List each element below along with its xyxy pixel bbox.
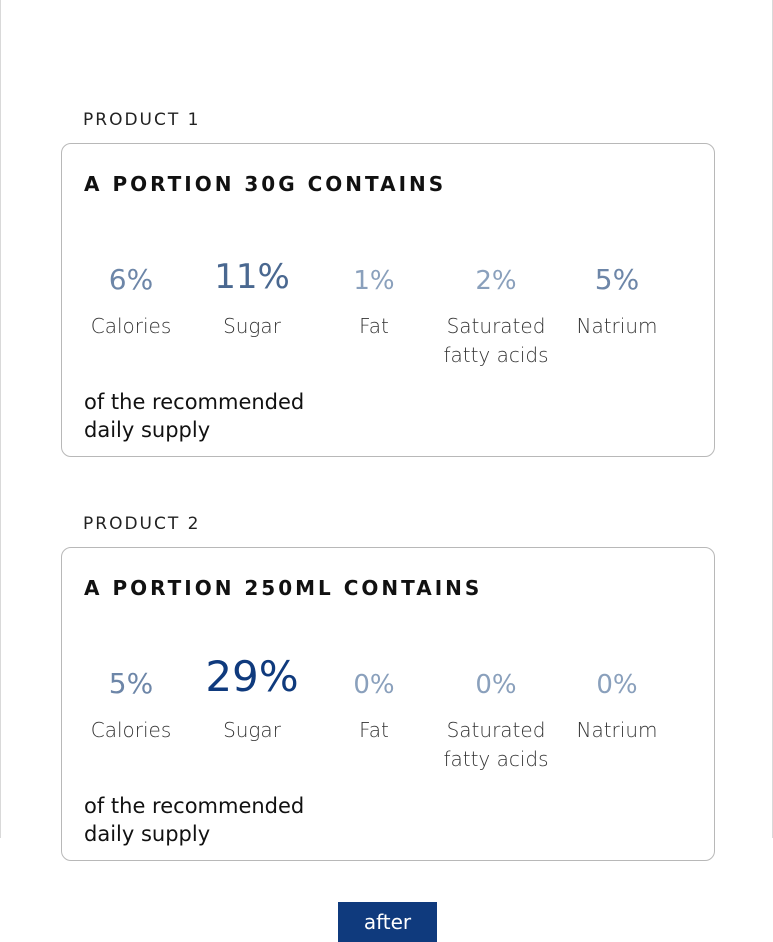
metric-value: 5% bbox=[594, 263, 640, 296]
product-1-label: PRODUCT 1 bbox=[83, 110, 201, 130]
metric-label: Calories bbox=[90, 718, 172, 742]
product-1-title: A PORTION 30G CONTAINS bbox=[84, 172, 447, 196]
metric-label: Fat bbox=[359, 718, 389, 742]
product-2-card: A PORTION 250ML CONTAINS 5% Calories 29%… bbox=[61, 547, 715, 861]
metric-value: 2% bbox=[475, 266, 517, 296]
metric-label: Natrium bbox=[576, 314, 658, 338]
metric-value: 29% bbox=[205, 652, 299, 701]
metric-value: 11% bbox=[214, 257, 290, 297]
metric-label: Saturated fatty acids bbox=[443, 314, 549, 367]
metric-value: 0% bbox=[475, 670, 517, 700]
page-left-border bbox=[0, 0, 1, 838]
product-2-footnote: of the recommended daily supply bbox=[84, 794, 305, 846]
metric-value: 6% bbox=[108, 263, 154, 296]
metric-value: 0% bbox=[353, 670, 395, 700]
metric-value: 5% bbox=[108, 667, 154, 700]
metric-label: Calories bbox=[90, 314, 172, 338]
metric-label: Sugar bbox=[223, 314, 281, 338]
product-2-label: PRODUCT 2 bbox=[83, 514, 201, 534]
product-1-card: A PORTION 30G CONTAINS 6% Calories 11% S… bbox=[61, 143, 715, 457]
product-2-title: A PORTION 250ML CONTAINS bbox=[84, 576, 483, 600]
metric-label: Natrium bbox=[576, 718, 658, 742]
product-1-footnote: of the recommended daily supply bbox=[84, 390, 305, 442]
metric-label: Saturated fatty acids bbox=[443, 718, 549, 771]
metric-label: Fat bbox=[359, 314, 389, 338]
metric-value: 0% bbox=[596, 670, 638, 700]
after-button[interactable]: after bbox=[338, 902, 437, 942]
metric-value: 1% bbox=[353, 266, 395, 296]
metric-label: Sugar bbox=[223, 718, 281, 742]
